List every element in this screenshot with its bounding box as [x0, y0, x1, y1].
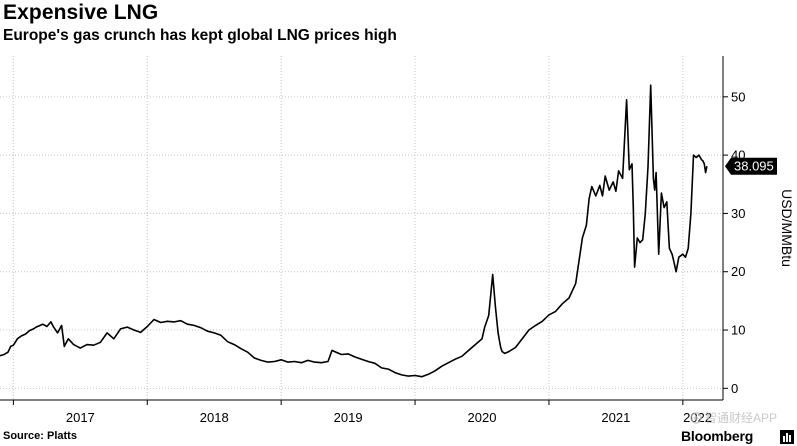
y-tick-label: 30 [731, 206, 745, 221]
chart-title: Expensive LNG [3, 1, 159, 24]
watermark: 智通财经APP [690, 409, 777, 426]
brand-logo: Bloomberg [681, 428, 754, 444]
grid-layer [0, 56, 723, 400]
watermark-logo-icon [690, 411, 702, 424]
axis-layer: 01020304050201720182019202020212022USD/M… [0, 56, 795, 425]
y-tick-label: 0 [731, 381, 738, 396]
x-tick-label: 2018 [200, 410, 229, 425]
label-layer: 38.095 [725, 157, 777, 175]
last-value-label: 38.095 [734, 159, 774, 174]
y-tick-label: 20 [731, 264, 745, 279]
x-tick-label: 2021 [601, 410, 630, 425]
y-tick-label: 10 [731, 323, 745, 338]
last-value-tag [725, 157, 777, 175]
y-tick-label: 50 [731, 89, 745, 104]
series-layer [0, 84, 708, 378]
x-tick-label: 2017 [66, 410, 95, 425]
source-note: Source: Platts [3, 430, 77, 442]
chart-subtitle: Europe's gas crunch has kept global LNG … [3, 27, 397, 44]
bar-chart-icon [780, 430, 794, 444]
x-tick-label: 2019 [334, 410, 363, 425]
series-line [0, 84, 708, 378]
watermark-text: 智通财经APP [705, 411, 778, 425]
y-axis-title: USD/MMBtu [779, 189, 795, 267]
x-tick-label: 2020 [468, 410, 497, 425]
